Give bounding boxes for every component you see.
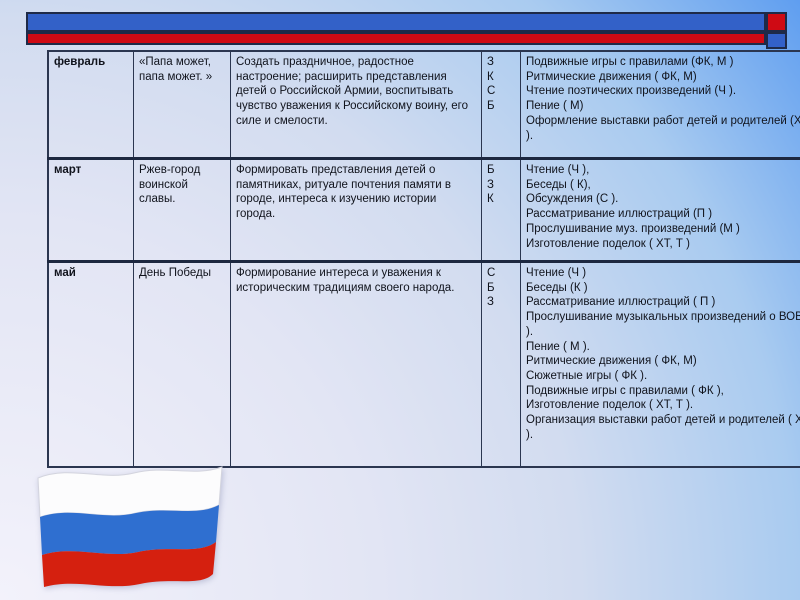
cell-month: февраль — [47, 50, 134, 160]
cell-theme: «Папа может, папа может. » — [133, 50, 231, 160]
flag-blue-band — [40, 505, 219, 555]
cell-activities: Чтение (Ч ), Беседы ( К), Обсуждения (С … — [520, 158, 800, 263]
cell-codes: З К С Б — [481, 50, 521, 160]
header-bar-blue — [26, 12, 766, 32]
flag-red-band — [42, 542, 216, 587]
russian-flag-image — [30, 460, 230, 595]
cell-objective: Формировать представления детей о памятн… — [230, 158, 482, 263]
cell-month: март — [47, 158, 134, 263]
cell-month: май — [47, 261, 134, 468]
header-bar-red — [26, 32, 766, 45]
table-row-may: май День Победы Формирование интереса и … — [47, 261, 800, 468]
cell-objective: Формирование интереса и уважения к истор… — [230, 261, 482, 468]
cell-objective: Создать праздничное, радостное настроени… — [230, 50, 482, 160]
table-row-february: февраль «Папа может, папа может. » Созда… — [47, 50, 800, 160]
cell-theme: День Победы — [133, 261, 231, 468]
cell-codes: С Б З — [481, 261, 521, 468]
cell-theme: Ржев-город воинской славы. — [133, 158, 231, 263]
header-block-blue — [766, 32, 787, 49]
table-row-march: март Ржев-город воинской славы. Формиров… — [47, 158, 800, 263]
flag-white-band — [37, 466, 223, 518]
cell-codes: Б З К — [481, 158, 521, 263]
cell-activities: Чтение (Ч ) Беседы (К ) Рассматривание и… — [520, 261, 800, 468]
header-block-red — [766, 12, 787, 32]
monthly-plan-table: февраль «Папа может, папа может. » Созда… — [47, 50, 800, 468]
cell-activities: Подвижные игры с правилами (ФК, М ) Ритм… — [520, 50, 800, 160]
